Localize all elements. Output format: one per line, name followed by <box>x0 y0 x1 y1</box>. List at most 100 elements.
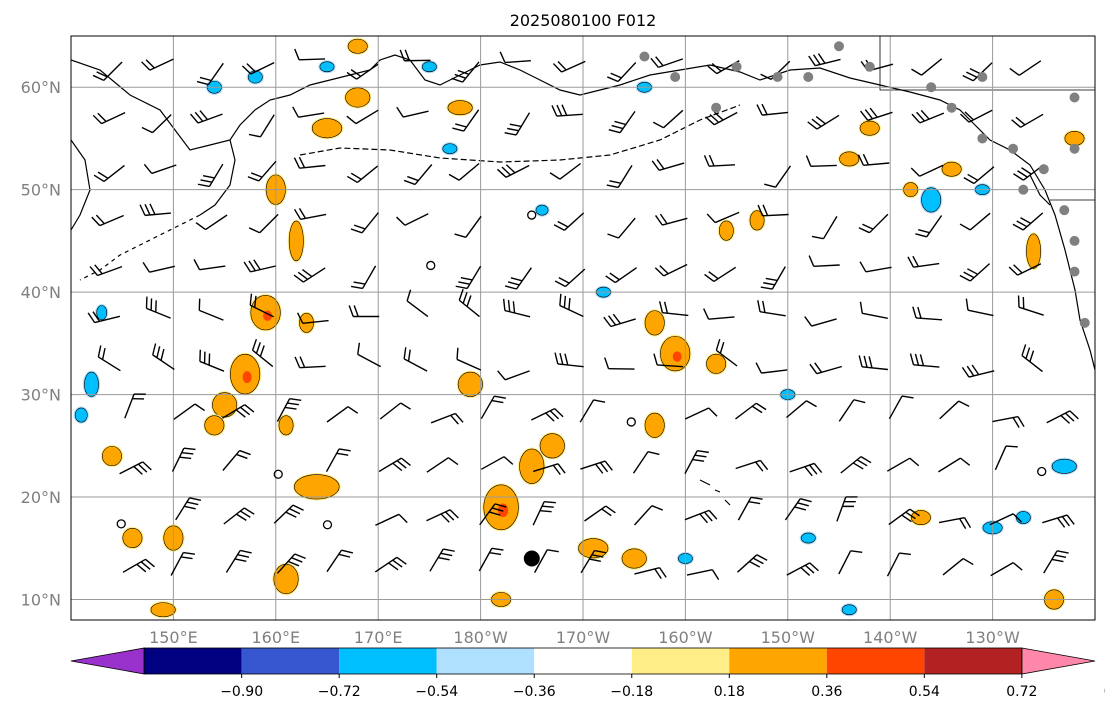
station-marker <box>803 71 814 82</box>
wind-barb-shaft <box>865 266 892 273</box>
wind-barb-feather <box>491 547 504 551</box>
wind-barb-feather <box>559 293 562 306</box>
wind-barb-feather <box>708 407 718 417</box>
wind-barb-feather <box>807 121 818 130</box>
wind-barb-feather <box>89 266 99 276</box>
wind-barb <box>764 165 792 188</box>
wind-barb <box>348 305 380 318</box>
wind-barb-feather <box>558 277 570 284</box>
positive-anomaly-area-main <box>288 220 304 262</box>
wind-barb <box>760 266 786 290</box>
wind-barb-feather <box>958 400 970 408</box>
wind-barb-feather <box>93 174 105 183</box>
wind-barb-feather <box>1013 173 1024 181</box>
wind-barb-feather <box>183 551 195 555</box>
wind-barb-feather <box>239 510 251 518</box>
coastline-asia <box>71 54 581 151</box>
wind-barb-feather <box>208 353 211 366</box>
wind-barb <box>706 211 740 224</box>
wind-barb-feather <box>289 397 302 401</box>
positive-anomaly-area-main <box>539 433 565 459</box>
wind-barb-feather <box>655 56 664 67</box>
wind-barb-feather <box>341 549 354 554</box>
negative-anomaly-area <box>73 406 89 424</box>
wind-barb <box>293 156 326 169</box>
colorbar-outline <box>143 647 1023 675</box>
wind-barb-feather <box>814 362 823 373</box>
wind-barb-shaft <box>811 318 837 327</box>
colorbar-tick-label: −0.18 <box>610 684 653 700</box>
wind-barb-feather <box>137 463 148 473</box>
positive-anomaly-area-main <box>621 548 647 569</box>
wind-barb-feather <box>454 233 467 239</box>
wind-barb <box>684 407 718 420</box>
wind-barb <box>838 550 863 575</box>
wind-barb-feather <box>346 115 357 125</box>
wind-barb <box>807 114 840 130</box>
wind-barb-feather <box>1012 417 1020 428</box>
wind-barb-feather <box>488 511 501 516</box>
wind-barb-feather <box>813 462 823 473</box>
wind-barb <box>994 445 1018 471</box>
wind-barb-feather <box>133 465 143 475</box>
wind-barb-feather <box>491 507 504 512</box>
station-marker <box>977 71 988 82</box>
wind-barb-feather <box>899 552 912 556</box>
wind-barb-feather <box>703 308 710 320</box>
wind-barb-shaft <box>259 213 279 234</box>
wind-barb-feather <box>407 175 419 182</box>
wind-barb-feather <box>568 298 571 310</box>
negative-anomaly-area-main <box>421 61 437 73</box>
wind-barb-feather <box>705 116 715 126</box>
wind-barb-feather <box>388 562 399 571</box>
station-markers <box>523 41 1090 567</box>
wind-barb-feather <box>347 406 359 414</box>
wind-barb <box>805 155 837 168</box>
wind-barb <box>195 214 228 231</box>
wind-barb-feather <box>392 462 403 472</box>
wind-barb-feather <box>967 268 979 275</box>
wind-barb <box>808 53 841 67</box>
wind-barb <box>326 406 359 423</box>
wind-barb-feather <box>909 508 920 517</box>
wind-barb-feather <box>350 285 363 290</box>
wind-barb-feather <box>236 513 247 521</box>
wind-barb-shaft <box>663 109 684 129</box>
wind-barb-feather <box>254 295 257 308</box>
wind-barb <box>326 549 354 573</box>
wind-barb <box>325 448 351 473</box>
wind-barb-feather <box>91 216 101 227</box>
wind-barb-feather <box>757 204 764 217</box>
wind-barb-feather <box>234 558 247 563</box>
wind-barb <box>858 213 889 234</box>
wind-barb-feather <box>539 510 552 513</box>
positive-anomaly-area-main <box>212 392 238 418</box>
negative-anomaly-area <box>441 142 459 156</box>
positive-anomaly-area-main <box>839 151 860 167</box>
wind-barb <box>838 399 866 422</box>
wind-barb <box>942 557 974 576</box>
wind-barb-feather <box>595 463 604 474</box>
colorbar-tick-label: −0.72 <box>318 684 361 700</box>
station-marker <box>731 61 742 72</box>
longitude-labels: 150°E 160°E 170°E 180°W 170°W 160°W 150°W 140°W… <box>149 628 1020 647</box>
positive-anomaly-area <box>446 99 474 117</box>
lon-tick-label: 160°W <box>658 628 713 647</box>
wind-barb-feather <box>750 496 763 500</box>
wind-barb-feather <box>605 505 616 514</box>
wind-barb-feather <box>200 179 213 183</box>
lon-tick-label: 170°E <box>354 628 403 647</box>
wind-barb-feather <box>94 264 103 275</box>
wind-barb <box>859 301 888 319</box>
positive-anomaly-area-main <box>644 310 665 336</box>
wind-barb-feather <box>654 568 662 580</box>
wind-barb-feather <box>703 511 713 522</box>
wind-barb-feather <box>760 73 772 80</box>
wind-barb <box>789 462 823 477</box>
wind-barb-shaft <box>813 264 840 268</box>
wind-barb-feather <box>612 313 621 324</box>
positive-anomaly-area-main <box>101 446 122 467</box>
wind-barb <box>808 255 840 268</box>
wind-barb-feather <box>460 276 473 281</box>
wind-barb-feather <box>1060 414 1070 424</box>
